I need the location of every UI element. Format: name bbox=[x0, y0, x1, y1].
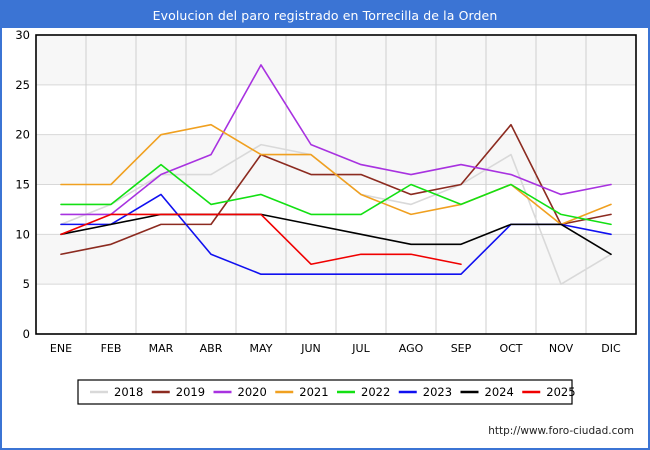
series-line-2020 bbox=[60, 64, 612, 216]
x-axis-tick-label-feb: FEB bbox=[101, 342, 122, 355]
y-axis-tick-label: 5 bbox=[23, 277, 30, 291]
legend-label-2022[interactable]: 2022 bbox=[361, 385, 390, 399]
y-axis-tick-label: 20 bbox=[15, 128, 30, 142]
legend-label-2024[interactable]: 2024 bbox=[485, 385, 514, 399]
x-axis-tick-label-sep: SEP bbox=[451, 342, 472, 355]
window-title-bar: Evolucion del paro registrado en Torreci… bbox=[2, 2, 648, 28]
x-axis-tick-label-oct: OCT bbox=[499, 342, 522, 355]
y-axis-tick-label: 10 bbox=[15, 227, 30, 241]
x-axis-tick-label-nov: NOV bbox=[549, 342, 574, 355]
legend-label-2023[interactable]: 2023 bbox=[423, 385, 452, 399]
x-axis-tick-label-ago: AGO bbox=[399, 342, 424, 355]
x-axis-tick-label-mar: MAR bbox=[149, 342, 174, 355]
x-axis-tick-label-ene: ENE bbox=[50, 342, 72, 355]
legend-label-2018[interactable]: 2018 bbox=[114, 385, 143, 399]
chart-canvas: 0 5 10 15 20 25 30 ENE FEB MAR ABR MAY JUN JUL AGO SEP O… bbox=[2, 28, 648, 448]
x-axis-tick-label-jul: JUL bbox=[351, 342, 370, 355]
series-line-2021 bbox=[60, 123, 612, 226]
legend-label-2019[interactable]: 2019 bbox=[176, 385, 205, 399]
source-url-label: http://www.foro-ciudad.com bbox=[488, 425, 634, 437]
y-axis-tick-label: 0 bbox=[23, 327, 30, 341]
x-axis-tick-label-may: MAY bbox=[250, 342, 273, 355]
legend-label-2020[interactable]: 2020 bbox=[238, 385, 267, 399]
x-axis-tick-label-jun: JUN bbox=[300, 342, 321, 355]
y-axis-tick-label: 15 bbox=[15, 178, 30, 192]
y-axis-tick-label: 25 bbox=[15, 78, 30, 92]
page-title: Evolucion del paro registrado en Torreci… bbox=[152, 7, 498, 23]
series-line-2022 bbox=[60, 163, 612, 226]
series-line-2025 bbox=[60, 213, 462, 266]
x-axis-tick-label-dic: DIC bbox=[601, 342, 621, 355]
legend-label-2021[interactable]: 2021 bbox=[299, 385, 328, 399]
plot-border bbox=[35, 34, 637, 335]
x-axis-tick-label-abr: ABR bbox=[200, 342, 223, 355]
y-axis-tick-label: 30 bbox=[15, 28, 30, 42]
legend-label-2025[interactable]: 2025 bbox=[546, 385, 575, 399]
series-line-2024 bbox=[60, 213, 612, 256]
